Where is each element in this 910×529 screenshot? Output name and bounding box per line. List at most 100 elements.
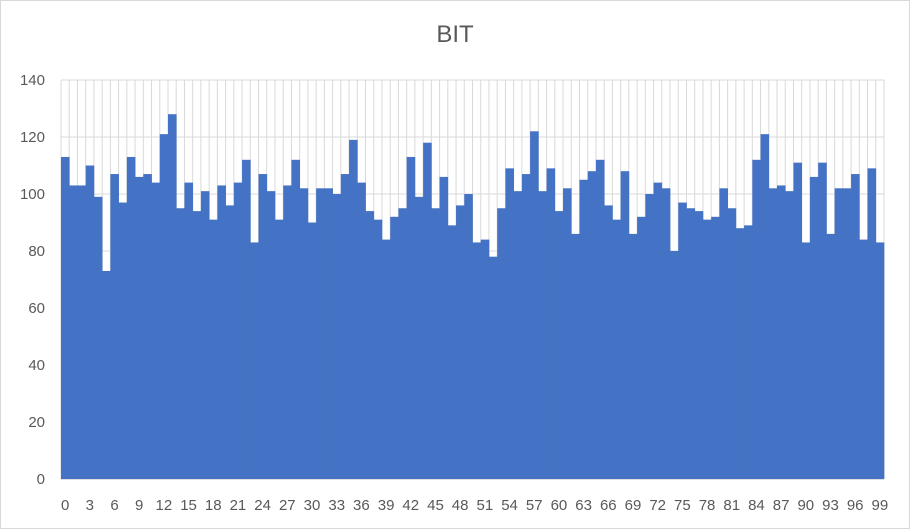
bar xyxy=(250,242,259,479)
x-tick-label: 99 xyxy=(872,497,889,514)
x-tick-label: 69 xyxy=(625,497,642,514)
bar xyxy=(694,211,704,479)
bars xyxy=(61,114,885,480)
bar xyxy=(69,185,78,479)
x-tick-label: 42 xyxy=(402,497,419,514)
bar xyxy=(159,134,169,479)
bar xyxy=(480,239,490,479)
bar xyxy=(826,233,835,479)
x-tick-label: 81 xyxy=(723,497,740,514)
bar xyxy=(628,233,638,479)
x-tick-label: 33 xyxy=(328,497,345,514)
bar xyxy=(744,225,753,479)
x-tick-label: 39 xyxy=(378,497,395,514)
bar xyxy=(324,188,333,480)
x-tick-label: 90 xyxy=(797,497,814,514)
y-tick-label: 120 xyxy=(20,129,45,146)
bar xyxy=(719,188,728,480)
bar xyxy=(488,256,498,479)
x-tick-label: 9 xyxy=(135,497,143,514)
bar xyxy=(439,176,449,479)
bar xyxy=(867,168,877,479)
bar xyxy=(768,188,778,480)
y-axis-ticks: 0 20 40 60 80 100 120 140 xyxy=(20,72,45,488)
bar xyxy=(135,176,144,479)
y-tick-label: 100 xyxy=(20,186,45,203)
bar xyxy=(530,131,539,480)
bar xyxy=(620,171,630,479)
bar xyxy=(456,205,465,479)
bar xyxy=(398,208,408,479)
bar xyxy=(497,208,506,479)
bar xyxy=(291,159,301,480)
bar xyxy=(373,219,383,479)
bar xyxy=(702,219,712,479)
bar xyxy=(126,156,136,479)
x-tick-label: 18 xyxy=(205,497,222,514)
bar xyxy=(77,185,87,479)
bar xyxy=(554,211,564,479)
bar xyxy=(801,242,811,479)
bar xyxy=(645,194,654,479)
x-tick-label: 84 xyxy=(748,497,765,514)
bar xyxy=(818,162,827,479)
bar xyxy=(472,242,482,479)
bar xyxy=(349,139,358,479)
x-tick-label: 96 xyxy=(847,497,864,514)
x-tick-label: 87 xyxy=(773,497,790,514)
bar xyxy=(299,188,309,480)
bar xyxy=(390,216,399,480)
bar xyxy=(851,174,860,480)
bar xyxy=(184,182,194,479)
x-tick-label: 63 xyxy=(575,497,592,514)
bar xyxy=(785,191,794,479)
y-tick-label: 80 xyxy=(28,243,45,260)
bar xyxy=(447,225,457,479)
bar xyxy=(521,174,531,480)
bar xyxy=(760,134,770,479)
bar xyxy=(93,196,103,479)
bar xyxy=(332,194,342,479)
bar xyxy=(258,174,268,480)
bar xyxy=(274,219,284,479)
y-tick-label: 60 xyxy=(28,300,45,317)
x-tick-label: 30 xyxy=(304,497,321,514)
bar xyxy=(233,182,243,479)
x-tick-label: 21 xyxy=(230,497,247,514)
x-tick-label: 60 xyxy=(551,497,568,514)
x-tick-label: 93 xyxy=(822,497,839,514)
bar xyxy=(727,208,737,479)
bar xyxy=(118,202,128,480)
bar xyxy=(875,242,885,479)
bar xyxy=(859,239,868,479)
bar xyxy=(340,174,350,480)
x-tick-label: 45 xyxy=(427,497,444,514)
bar xyxy=(406,156,416,479)
bar xyxy=(307,222,317,479)
bar xyxy=(752,159,761,480)
bar xyxy=(316,188,325,480)
bar xyxy=(209,219,218,479)
bar xyxy=(176,208,185,479)
bar xyxy=(505,168,514,479)
bar xyxy=(381,239,391,479)
x-tick-label: 3 xyxy=(86,497,94,514)
bar xyxy=(686,208,696,479)
bar xyxy=(612,219,621,479)
bar xyxy=(595,159,605,480)
x-tick-label: 51 xyxy=(477,497,494,514)
bar xyxy=(637,216,646,480)
bar xyxy=(538,191,547,479)
x-axis-ticks: 0 3 6 9 12 15 18 21 24 27 30 33 36 39 42 45 48 51 54 57 60 63… xyxy=(61,497,888,514)
bar xyxy=(266,191,276,479)
bar xyxy=(357,182,366,479)
bar xyxy=(200,191,210,479)
x-tick-label: 27 xyxy=(279,497,296,514)
bar xyxy=(61,156,70,479)
bar xyxy=(563,188,572,480)
bar xyxy=(842,188,852,480)
bar xyxy=(414,196,424,479)
bar xyxy=(242,159,251,480)
bar xyxy=(143,174,152,480)
bar xyxy=(110,174,119,480)
